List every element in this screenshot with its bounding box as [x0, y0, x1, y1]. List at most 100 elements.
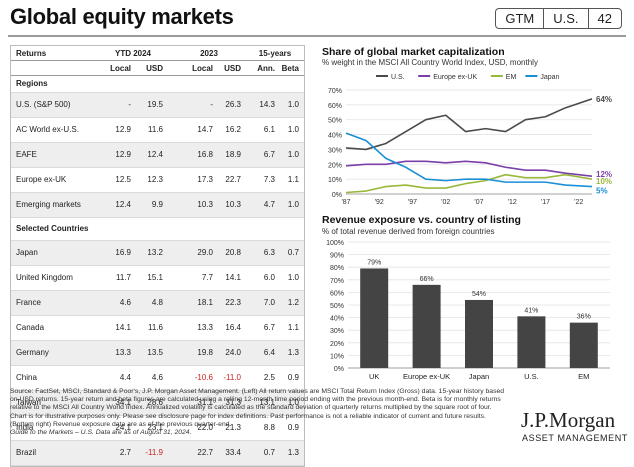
row-label: Japan	[16, 248, 38, 257]
table-cell: 13.3	[197, 323, 213, 332]
series-end-label: 5%	[596, 187, 608, 196]
category-label: UK	[369, 372, 379, 381]
table-row: United Kingdom 11.7 15.1 7.7 14.1 6.0 1.0	[11, 266, 304, 291]
table-cell: 17.3	[197, 175, 213, 184]
y-tick-label: 30%	[330, 328, 344, 335]
title-divider	[8, 35, 626, 37]
footnote-guide: Guide to the Markets – U.S. Data are as …	[10, 429, 192, 437]
table-cell: 10.3	[225, 200, 241, 209]
row-label: Emerging markets	[16, 200, 81, 209]
table-cell: 2.7	[119, 448, 131, 457]
page-title: Global equity markets	[10, 4, 234, 29]
table-cell: 6.7	[263, 323, 275, 332]
table-cell: 10.3	[197, 200, 213, 209]
table-header-groups: Returns YTD 2024 2023 15-years	[11, 46, 304, 61]
y-tick-label: 100%	[326, 240, 344, 247]
series-line	[345, 132, 593, 188]
table-cell: 9.9	[151, 200, 163, 209]
table-cell: 22.7	[197, 448, 213, 457]
row-label: Europe ex-UK	[16, 175, 67, 184]
line-chart-title: Share of global market capitalization	[322, 46, 505, 58]
series-end-label: 10%	[596, 177, 612, 186]
row-label: Germany	[16, 348, 49, 357]
jpmorgan-logo: J.P.Morgan	[521, 408, 616, 432]
table-row: China 4.4 4.6 -10.6 -11.0 2.5 0.9	[11, 366, 304, 391]
x-tick-label: '12	[508, 199, 517, 206]
table-cell: 12.9	[115, 125, 131, 134]
bar	[465, 299, 493, 368]
table-cell: -11.0	[223, 373, 241, 382]
x-tick-label: '02	[441, 199, 450, 206]
guide-badges: GTM U.S. 42	[495, 8, 622, 29]
table-cell: 13.1	[259, 398, 275, 407]
table-cell: 0.7	[263, 448, 275, 457]
subheader-local: Local	[110, 64, 131, 73]
row-label: AC World ex-U.S.	[16, 125, 79, 134]
bar-value-label: 41%	[524, 307, 538, 314]
table-cell: 1.0	[287, 200, 299, 209]
table-cell: 1.0	[287, 100, 299, 109]
category-label: Japan	[469, 372, 489, 381]
row-label: U.S. (S&P 500)	[16, 100, 71, 109]
category-label: Europe ex-UK	[403, 372, 450, 381]
badge-page-number: 42	[597, 11, 612, 26]
table-cell: 34.1	[115, 398, 131, 407]
table-cell: 33.4	[225, 448, 241, 457]
revenue-exposure-bar-chart: 0% 10% 20% 30% 40% 50% 60% 70% 80% 90% 100% 79% UK 66…	[326, 240, 610, 381]
series-line	[345, 173, 593, 194]
row-label: Brazil	[16, 448, 37, 457]
table-cell: 12.3	[147, 175, 163, 184]
y-tick-label: 20%	[328, 162, 342, 169]
table-cell: 6.7	[263, 150, 275, 159]
section-regions: Regions	[11, 76, 304, 93]
returns-table: Returns YTD 2024 2023 15-years Local USD…	[10, 45, 305, 467]
x-tick-label: '22	[574, 199, 583, 206]
table-row: France 4.6 4.8 18.1 22.3 7.0 1.2	[11, 291, 304, 316]
table-cell: 14.3	[259, 100, 275, 109]
asset-management-label: ASSET MANAGEMENT	[522, 433, 628, 443]
x-tick-label: '07	[474, 199, 483, 206]
table-cell: 4.7	[263, 200, 275, 209]
table-cell: 1.0	[287, 150, 299, 159]
line-chart-subtitle: % weight in the MSCI All Country World I…	[322, 58, 538, 67]
table-row: Germany 13.3 13.5 19.8 24.0 6.4 1.3	[11, 341, 304, 366]
table-cell: 31.3	[225, 398, 241, 407]
table-cell: 0.9	[287, 373, 299, 382]
table-cell: 12.9	[115, 150, 131, 159]
row-label: India	[16, 423, 34, 432]
table-row: Taiwan 34.1 28.6 31.1 31.3 13.1 1.0	[11, 391, 304, 416]
table-cell: 6.0	[263, 273, 275, 282]
badge-gtm: GTM	[496, 9, 545, 28]
table-cell: 1.0	[287, 125, 299, 134]
y-tick-label: 50%	[330, 303, 344, 310]
row-label: China	[16, 373, 37, 382]
table-cell: 6.3	[263, 248, 275, 257]
series-line	[345, 98, 593, 151]
table-cell: 11.6	[148, 323, 163, 332]
table-cell: 14.1	[225, 273, 241, 282]
table-row: Emerging markets 12.4 9.9 10.3 10.3 4.7 1.0	[11, 193, 304, 218]
x-tick-label: '87	[341, 199, 350, 206]
bar	[517, 316, 546, 368]
table-cell: 0.9	[287, 423, 299, 432]
x-tick-label: '97	[408, 199, 417, 206]
table-cell: -	[210, 100, 213, 109]
table-cell: 19.8	[197, 348, 213, 357]
y-tick-label: 60%	[330, 290, 344, 297]
table-cell: 12.5	[115, 175, 131, 184]
x-tick-label: '92	[375, 199, 384, 206]
table-cell: 1.0	[287, 273, 299, 282]
table-cell: 6.1	[263, 125, 275, 134]
y-tick-label: 0%	[332, 192, 342, 199]
legend-label: Japan	[540, 74, 559, 81]
bar	[569, 322, 598, 368]
table-cell: 1.1	[287, 323, 299, 332]
table-cell: 13.5	[147, 348, 163, 357]
table-cell: 21.3	[225, 423, 241, 432]
table-cell: 1.0	[287, 398, 299, 407]
col-returns: Returns	[16, 49, 47, 58]
table-row: Europe ex-UK 12.5 12.3 17.3 22.7 7.3 1.1	[11, 168, 304, 193]
market-cap-line-chart: 0% 10% 20% 30% 40% 50% 60% 70% '87 '92 '97 '02 '07 '1…	[328, 74, 612, 206]
series-line	[345, 160, 593, 177]
table-cell: 18.9	[225, 150, 241, 159]
